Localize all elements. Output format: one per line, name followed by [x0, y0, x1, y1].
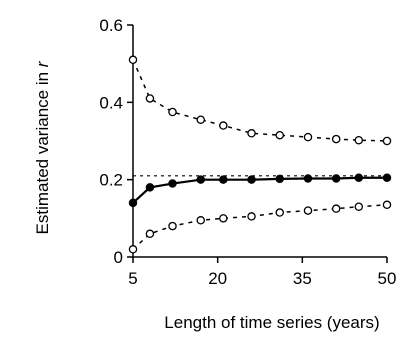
series-2-point — [382, 173, 392, 182]
series-3-point — [247, 212, 256, 221]
series-3-point — [145, 229, 155, 239]
series-line-1 — [132, 59, 388, 142]
series-3-point — [331, 204, 341, 213]
series-2-point — [196, 175, 205, 184]
y-tick-label: 0 — [114, 248, 123, 267]
series-3-point — [354, 202, 364, 211]
y-tick-label: 0.6 — [99, 16, 123, 35]
series-2-point — [128, 198, 138, 208]
series-3-point — [196, 216, 205, 225]
y-tick-label: 0.2 — [99, 171, 123, 190]
series-1-point — [275, 130, 285, 140]
y-axis-title: Estimated variance in r — [33, 60, 52, 234]
series-1-point — [382, 136, 392, 146]
series-3-point — [128, 245, 138, 254]
series-1-point — [168, 107, 177, 117]
series-2-point — [247, 175, 256, 184]
series-3-point — [275, 208, 285, 217]
series-2-point — [145, 183, 155, 192]
series-1-point — [128, 55, 138, 65]
x-axis-title: Length of time series (years) — [164, 313, 379, 332]
series-2-point — [168, 179, 177, 188]
series-2-point — [303, 174, 313, 183]
x-tick-label: 20 — [208, 269, 227, 288]
series-3-point — [219, 214, 228, 223]
series-2-point — [275, 174, 285, 184]
series-group — [128, 55, 392, 254]
series-1-point — [303, 132, 313, 142]
series-2-point — [219, 175, 228, 184]
series-1-point — [354, 135, 364, 145]
series-1-point — [196, 115, 205, 124]
y-axis-title-text: Estimated variance in — [33, 67, 52, 234]
series-2-point — [354, 173, 364, 182]
x-tick-label: 5 — [128, 269, 137, 288]
y-tick-label: 0.4 — [99, 93, 123, 112]
series-1-point — [145, 94, 155, 103]
series-3-point — [382, 200, 392, 210]
x-tick-label: 50 — [378, 269, 397, 288]
series-1-point — [219, 121, 228, 130]
axes: 0 0.2 0.4 0.6 5 20 35 50 — [99, 16, 396, 288]
series-1-point — [247, 129, 256, 138]
series-3-point — [303, 206, 313, 215]
series-1-point — [331, 134, 341, 144]
x-tick-label: 35 — [293, 269, 312, 288]
series-3-point — [168, 221, 177, 231]
series-2-point — [331, 174, 341, 183]
y-axis-title-symbol: r — [33, 60, 52, 67]
